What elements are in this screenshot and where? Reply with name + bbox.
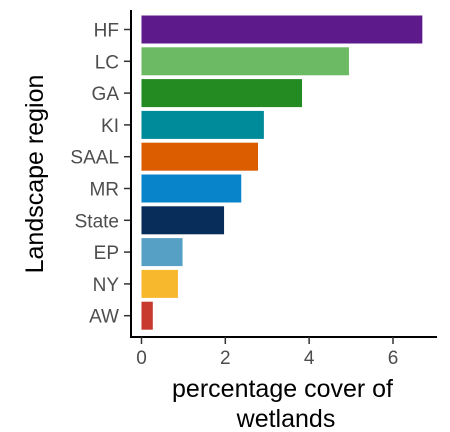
x-axis-title-line-2: wetlands	[236, 405, 336, 432]
x-tick-label-0: 0	[136, 348, 147, 369]
bar-ny	[141, 269, 178, 298]
x-tick-label-4: 4	[304, 348, 315, 369]
y-tick-label-lc: LC	[95, 52, 119, 73]
bars	[141, 15, 423, 330]
y-tick-label-state: State	[75, 211, 119, 232]
bar-mr	[141, 174, 242, 203]
bar-hf	[141, 15, 423, 44]
y-tick-label-ny: NY	[93, 275, 120, 296]
x-axis-title: percentage cover of wetlands	[172, 375, 400, 432]
x-axis-ticks: 0 2 4 6	[136, 337, 398, 369]
y-tick-label-ep: EP	[94, 243, 119, 264]
y-tick-label-saal: SAAL	[70, 148, 119, 169]
x-tick-label-6: 6	[388, 348, 399, 369]
bar-ep	[141, 238, 183, 267]
bar-state	[141, 206, 225, 235]
bar-lc	[141, 47, 349, 76]
y-tick-label-aw: AW	[89, 307, 119, 328]
x-axis-title-line-1: percentage cover of	[172, 375, 393, 403]
y-tick-label-ga: GA	[92, 84, 120, 105]
bar-ki	[141, 110, 264, 139]
y-tick-label-mr: MR	[89, 180, 119, 201]
bar-saal	[141, 142, 259, 171]
y-axis-ticks: HF LC GA KI SAAL MR State EP NY AW	[70, 21, 131, 328]
y-tick-label-ki: KI	[101, 116, 119, 137]
bar-aw	[141, 301, 153, 330]
y-tick-label-hf: HF	[94, 21, 119, 42]
bar-ga	[141, 79, 303, 108]
y-axis-title: Landscape region	[21, 75, 49, 274]
x-tick-label-2: 2	[220, 348, 231, 369]
